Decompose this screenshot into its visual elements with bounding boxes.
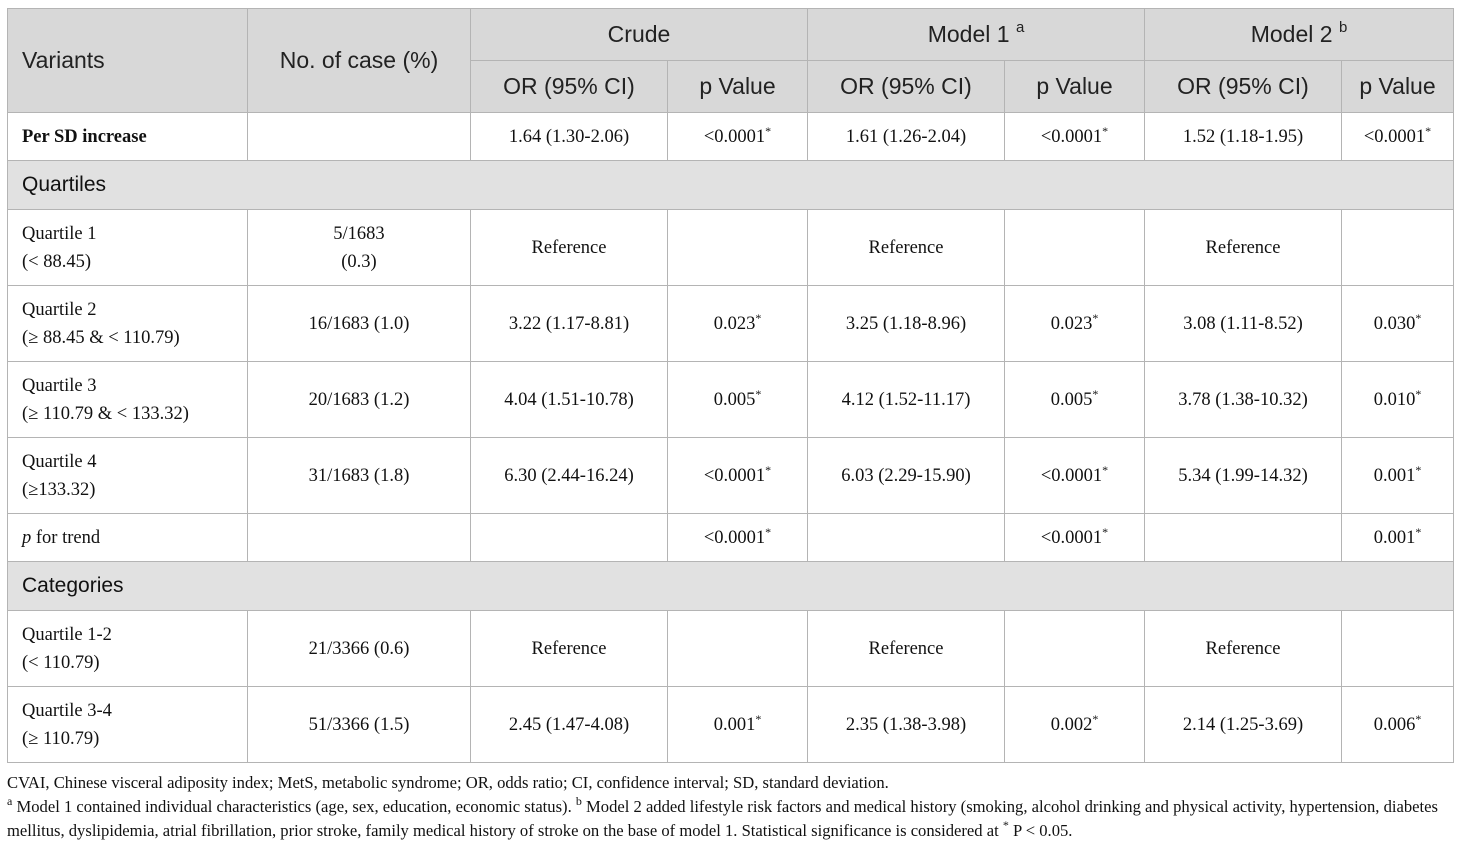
table-header: Variants No. of case (%) Crude Model 1 a… bbox=[7, 8, 1454, 113]
row-label: Quartile 2 (≥ 88.45 & < 110.79) bbox=[7, 285, 248, 362]
header-no-of-case: No. of case (%) bbox=[247, 8, 471, 113]
cell-crude-or: 6.30 (2.44-16.24) bbox=[470, 437, 668, 514]
cell-crude-p: 0.005* bbox=[667, 361, 808, 438]
row-label: Quartile 1 (< 88.45) bbox=[7, 209, 248, 286]
cell-m1-p: <0.0001* bbox=[1004, 437, 1145, 514]
header-m2-or: OR (95% CI) bbox=[1144, 60, 1342, 113]
footnote-abbreviations: CVAI, Chinese visceral adiposity index; … bbox=[7, 773, 889, 792]
footnote-b-marker: b bbox=[1338, 19, 1348, 36]
header-model-2: Model 2 b bbox=[1144, 8, 1454, 61]
cell-crude-or: 2.45 (1.47-4.08) bbox=[470, 686, 668, 763]
row-label: Per SD increase bbox=[7, 112, 248, 161]
cell-m1-or: 1.61 (1.26-2.04) bbox=[807, 112, 1005, 161]
row-label: Quartile 1-2 (< 110.79) bbox=[7, 610, 248, 687]
cell-m2-or bbox=[1144, 513, 1342, 562]
cell-m2-or: 5.34 (1.99-14.32) bbox=[1144, 437, 1342, 514]
table-row-quartile-4: Quartile 4 (≥133.32) 31/1683 (1.8) 6.30 (… bbox=[7, 437, 1454, 514]
cell-cases: 20/1683 (1.2) bbox=[247, 361, 471, 438]
cell-m2-or: Reference bbox=[1144, 610, 1342, 687]
cell-m1-or: 3.25 (1.18-8.96) bbox=[807, 285, 1005, 362]
cell-m1-p: <0.0001* bbox=[1004, 513, 1145, 562]
cell-m1-p: <0.0001* bbox=[1004, 112, 1145, 161]
cell-m1-p: 0.002* bbox=[1004, 686, 1145, 763]
cell-m2-p: 0.010* bbox=[1341, 361, 1454, 438]
cell-cases bbox=[247, 112, 471, 161]
table-row-quartile-1-2: Quartile 1-2 (< 110.79) 21/3366 (0.6) Ref… bbox=[7, 610, 1454, 687]
cell-crude-p: <0.0001* bbox=[667, 513, 808, 562]
cell-m1-p: 0.023* bbox=[1004, 285, 1145, 362]
row-label: Quartile 4 (≥133.32) bbox=[7, 437, 248, 514]
section-label-quartiles: Quartiles bbox=[7, 160, 1454, 210]
cell-crude-or: Reference bbox=[470, 610, 668, 687]
cell-m1-or: 6.03 (2.29-15.90) bbox=[807, 437, 1005, 514]
cell-m2-p: 0.001* bbox=[1341, 437, 1454, 514]
cell-m1-p bbox=[1004, 209, 1145, 286]
cell-m2-p: 0.001* bbox=[1341, 513, 1454, 562]
cell-cases: 16/1683 (1.0) bbox=[247, 285, 471, 362]
cell-crude-or bbox=[470, 513, 668, 562]
cell-crude-or: 1.64 (1.30-2.06) bbox=[470, 112, 668, 161]
cell-m1-or: 2.35 (1.38-3.98) bbox=[807, 686, 1005, 763]
header-model-1-label: Model 1 bbox=[927, 21, 1010, 47]
cell-crude-p bbox=[667, 209, 808, 286]
header-m2-p: p Value bbox=[1341, 60, 1454, 113]
cell-crude-p bbox=[667, 610, 808, 687]
cell-m1-or bbox=[807, 513, 1005, 562]
cell-crude-p: <0.0001* bbox=[667, 112, 808, 161]
cell-m2-p: <0.0001* bbox=[1341, 112, 1454, 161]
cell-cases: 5/1683 (0.3) bbox=[247, 209, 471, 286]
cell-m1-p: 0.005* bbox=[1004, 361, 1145, 438]
cell-m1-or: 4.12 (1.52-11.17) bbox=[807, 361, 1005, 438]
cell-crude-or: Reference bbox=[470, 209, 668, 286]
row-label: Quartile 3-4 (≥ 110.79) bbox=[7, 686, 248, 763]
cell-crude-p: <0.0001* bbox=[667, 437, 808, 514]
cell-cases: 51/3366 (1.5) bbox=[247, 686, 471, 763]
cell-m2-p: 0.030* bbox=[1341, 285, 1454, 362]
section-label-categories: Categories bbox=[7, 561, 1454, 611]
table-row-quartile-3: Quartile 3 (≥ 110.79 & < 133.32) 20/1683 … bbox=[7, 361, 1454, 438]
cell-crude-p: 0.001* bbox=[667, 686, 808, 763]
cell-m2-or: 2.14 (1.25-3.69) bbox=[1144, 686, 1342, 763]
header-crude: Crude bbox=[470, 8, 808, 61]
row-label: p for trend bbox=[7, 513, 248, 562]
cell-m2-or: Reference bbox=[1144, 209, 1342, 286]
cell-m2-p bbox=[1341, 610, 1454, 687]
cell-m1-p bbox=[1004, 610, 1145, 687]
cell-m2-p bbox=[1341, 209, 1454, 286]
cell-cases: 31/1683 (1.8) bbox=[247, 437, 471, 514]
header-model-2-label: Model 2 bbox=[1250, 21, 1333, 47]
header-crude-or: OR (95% CI) bbox=[470, 60, 668, 113]
table-row-p-trend: p for trend <0.0001* <0.0001* 0.001* bbox=[7, 513, 1454, 562]
cell-crude-or: 3.22 (1.17-8.81) bbox=[470, 285, 668, 362]
results-table-container: Variants No. of case (%) Crude Model 1 a… bbox=[7, 8, 1454, 763]
cell-cases: 21/3366 (0.6) bbox=[247, 610, 471, 687]
header-m1-p: p Value bbox=[1004, 60, 1145, 113]
header-model-1: Model 1 a bbox=[807, 8, 1145, 61]
cell-m2-or: 3.08 (1.11-8.52) bbox=[1144, 285, 1342, 362]
table-row-quartile-1: Quartile 1 (< 88.45) 5/1683 (0.3) Referenc… bbox=[7, 209, 1454, 286]
cell-m2-p: 0.006* bbox=[1341, 686, 1454, 763]
header-crude-p: p Value bbox=[667, 60, 808, 113]
table-footnotes: CVAI, Chinese visceral adiposity index; … bbox=[7, 771, 1453, 843]
footnote-a-marker: a bbox=[1015, 19, 1025, 36]
cell-crude-or: 4.04 (1.51-10.78) bbox=[470, 361, 668, 438]
table-row-quartile-2: Quartile 2 (≥ 88.45 & < 110.79) 16/1683 (… bbox=[7, 285, 1454, 362]
cell-m2-or: 3.78 (1.38-10.32) bbox=[1144, 361, 1342, 438]
cell-m2-or: 1.52 (1.18-1.95) bbox=[1144, 112, 1342, 161]
section-row-categories: Categories bbox=[7, 561, 1454, 611]
cell-crude-p: 0.023* bbox=[667, 285, 808, 362]
row-label: Quartile 3 (≥ 110.79 & < 133.32) bbox=[7, 361, 248, 438]
results-table: Variants No. of case (%) Crude Model 1 a… bbox=[7, 8, 1454, 763]
cell-cases bbox=[247, 513, 471, 562]
footnote-models: a Model 1 contained individual character… bbox=[7, 794, 1438, 840]
cell-m1-or: Reference bbox=[807, 610, 1005, 687]
table-row-per-sd: Per SD increase 1.64 (1.30-2.06) <0.0001… bbox=[7, 112, 1454, 161]
section-row-quartiles: Quartiles bbox=[7, 160, 1454, 210]
cell-m1-or: Reference bbox=[807, 209, 1005, 286]
table-body: Per SD increase 1.64 (1.30-2.06) <0.0001… bbox=[7, 112, 1454, 763]
header-m1-or: OR (95% CI) bbox=[807, 60, 1005, 113]
header-variants: Variants bbox=[7, 8, 248, 113]
header-crude-label: Crude bbox=[607, 21, 671, 47]
table-row-quartile-3-4: Quartile 3-4 (≥ 110.79) 51/3366 (1.5) 2.4… bbox=[7, 686, 1454, 763]
